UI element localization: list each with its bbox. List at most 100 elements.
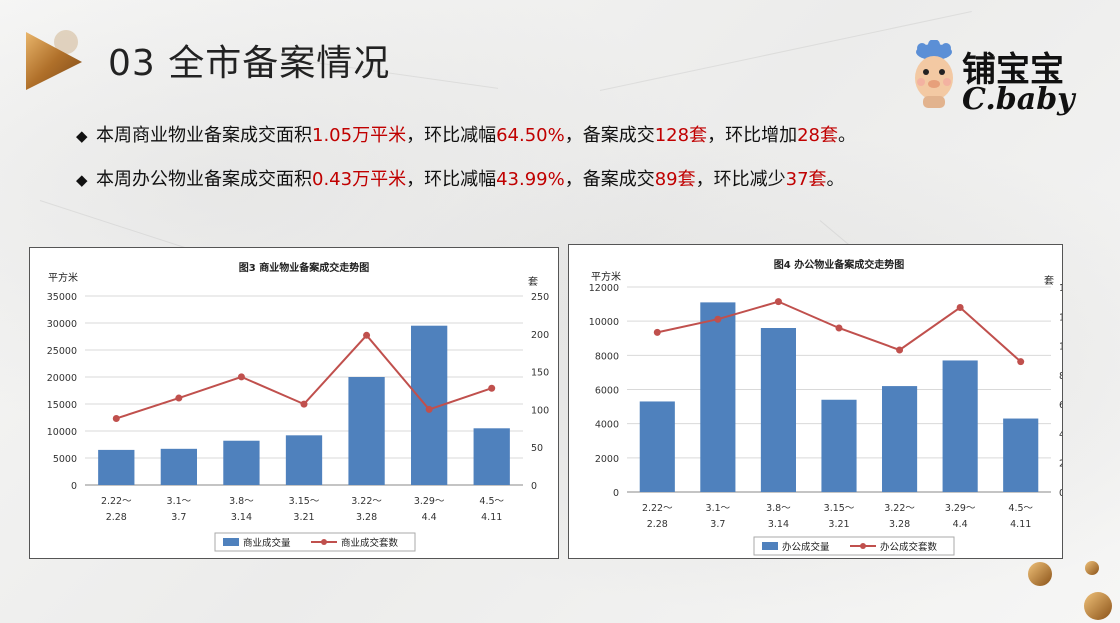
x-tick-label: 4.4	[953, 519, 968, 530]
y-tick-label: 5000	[53, 454, 77, 465]
y-tick-label: 4000	[595, 420, 619, 431]
logo-triangle-icon	[26, 30, 82, 90]
x-tick-label: 4.11	[1010, 519, 1031, 530]
bar	[473, 428, 510, 485]
legend-label: 商业成交量	[243, 537, 291, 549]
bar	[1003, 418, 1039, 492]
y-axis-label: 平方米	[591, 270, 621, 283]
bar	[98, 449, 135, 485]
x-tick-label: 3.15～	[824, 503, 855, 514]
x-tick-label: 3.21	[293, 512, 314, 523]
diamond-bullet-icon: ◆	[76, 127, 88, 145]
y2-tick-label: 100	[1059, 342, 1062, 353]
y2-tick-label: 250	[531, 292, 549, 303]
y2-tick-label: 60	[1059, 400, 1062, 411]
y-tick-label: 30000	[47, 319, 77, 330]
summary-text: 。	[837, 125, 856, 146]
diamond-bullet-icon: ◆	[76, 171, 88, 189]
highlight-value: 0.43万平米	[312, 169, 407, 190]
y2-tick-label: 0	[531, 481, 537, 492]
y-tick-label: 20000	[47, 373, 77, 384]
x-tick-label: 3.22～	[884, 503, 915, 514]
bar	[700, 302, 736, 492]
x-tick-label: 3.7	[171, 512, 186, 523]
x-tick-label: 2.22～	[101, 496, 132, 507]
summary-text: ，环比减幅	[406, 169, 497, 190]
y-tick-label: 8000	[595, 351, 619, 362]
legend-line-marker	[860, 543, 866, 549]
brand-name: 铺宝宝	[962, 50, 1064, 90]
legend-bar-swatch	[762, 542, 778, 550]
highlight-value: 43.99%	[496, 169, 565, 190]
highlight-value: 1.05万平米	[312, 125, 407, 146]
line-point	[237, 373, 245, 381]
x-tick-label: 3.1～	[706, 503, 731, 514]
y2-tick-label: 150	[531, 368, 549, 379]
y2-tick-label: 0	[1059, 488, 1062, 499]
summary-text: 本周办公物业备案成交面积	[96, 169, 312, 190]
y-tick-label: 6000	[595, 386, 619, 397]
x-tick-label: 3.1～	[167, 496, 192, 507]
x-tick-label: 3.14	[768, 519, 789, 530]
y-tick-label: 10000	[589, 317, 619, 328]
bar	[821, 399, 857, 492]
line-point	[835, 324, 843, 332]
y2-tick-label: 120	[1059, 312, 1062, 323]
line-point	[956, 304, 964, 311]
line-point	[175, 394, 183, 402]
summary-bullet-office: ◆ 本周办公物业备案成交面积0.43万平米，环比减幅43.99%，备案成交89套，…	[76, 166, 1076, 210]
summary-text: ，环比减幅	[406, 125, 497, 146]
x-tick-label: 3.7	[710, 519, 725, 530]
x-tick-label: 3.29～	[414, 496, 445, 507]
y2-tick-label: 80	[1059, 371, 1062, 382]
gold-circles-decoration-icon	[1028, 561, 1112, 620]
line-point	[488, 384, 496, 392]
summary-text: ，环比增加	[707, 125, 798, 146]
y-tick-label: 12000	[589, 283, 619, 294]
highlight-value: 37套	[785, 169, 827, 190]
line-point	[896, 346, 904, 354]
bar	[160, 448, 198, 485]
summary-text: 本周商业物业备案成交面积	[96, 125, 312, 146]
y2-tick-label: 140	[1059, 283, 1062, 294]
y2-tick-label: 200	[531, 330, 549, 341]
baby-mascot-icon	[915, 40, 953, 108]
legend: 办公成交量 办公成交套数	[753, 536, 955, 556]
summary-text: 。	[826, 169, 845, 190]
summary-bullets: ◆ 本周商业物业备案成交面积1.05万平米，环比减幅64.50%，备案成交128套…	[76, 122, 1076, 210]
chart-title: 图4 办公物业备案成交走势图	[774, 258, 904, 271]
y-tick-label: 10000	[47, 427, 77, 438]
y2-tick-label: 100	[531, 405, 549, 416]
summary-text: ，备案成交	[564, 125, 655, 146]
brand-sub: C.baby	[962, 82, 1075, 117]
bar	[760, 328, 796, 492]
bar	[882, 386, 918, 492]
line-point	[363, 331, 371, 339]
x-tick-label: 3.29～	[945, 503, 976, 514]
chart-office: 图4 办公物业备案成交走势图 平方米 套 0 2000 4000 6000 8000 10000…	[568, 244, 1063, 559]
legend-bar-swatch	[223, 538, 239, 546]
legend: 商业成交量 商业成交套数	[214, 532, 416, 552]
line-point	[714, 315, 722, 323]
y2-tick-label: 20	[1059, 459, 1062, 470]
x-tick-label: 3.8～	[766, 503, 791, 514]
bar	[285, 435, 323, 485]
x-tick-label: 3.15～	[289, 496, 320, 507]
line-point	[653, 328, 661, 336]
bar	[639, 401, 675, 492]
x-tick-label: 3.28	[356, 512, 377, 523]
y2-tick-label: 40	[1059, 429, 1062, 440]
x-tick-label: 4.4	[422, 512, 437, 523]
chart-commercial: 图3 商业物业备案成交走势图 平方米 套 0 5000 10000 15000 20000 25…	[29, 247, 559, 559]
highlight-value: 64.50%	[496, 125, 565, 146]
x-tick-label: 3.21	[828, 519, 849, 530]
line-point	[774, 298, 782, 306]
x-tick-label: 2.28	[647, 519, 668, 530]
y-tick-label: 25000	[47, 346, 77, 357]
x-tick-label: 3.22～	[351, 496, 382, 507]
summary-bullet-commercial: ◆ 本周商业物业备案成交面积1.05万平米，环比减幅64.50%，备案成交128套…	[76, 122, 1076, 166]
line-point	[1017, 358, 1025, 366]
x-tick-label: 4.11	[481, 512, 502, 523]
